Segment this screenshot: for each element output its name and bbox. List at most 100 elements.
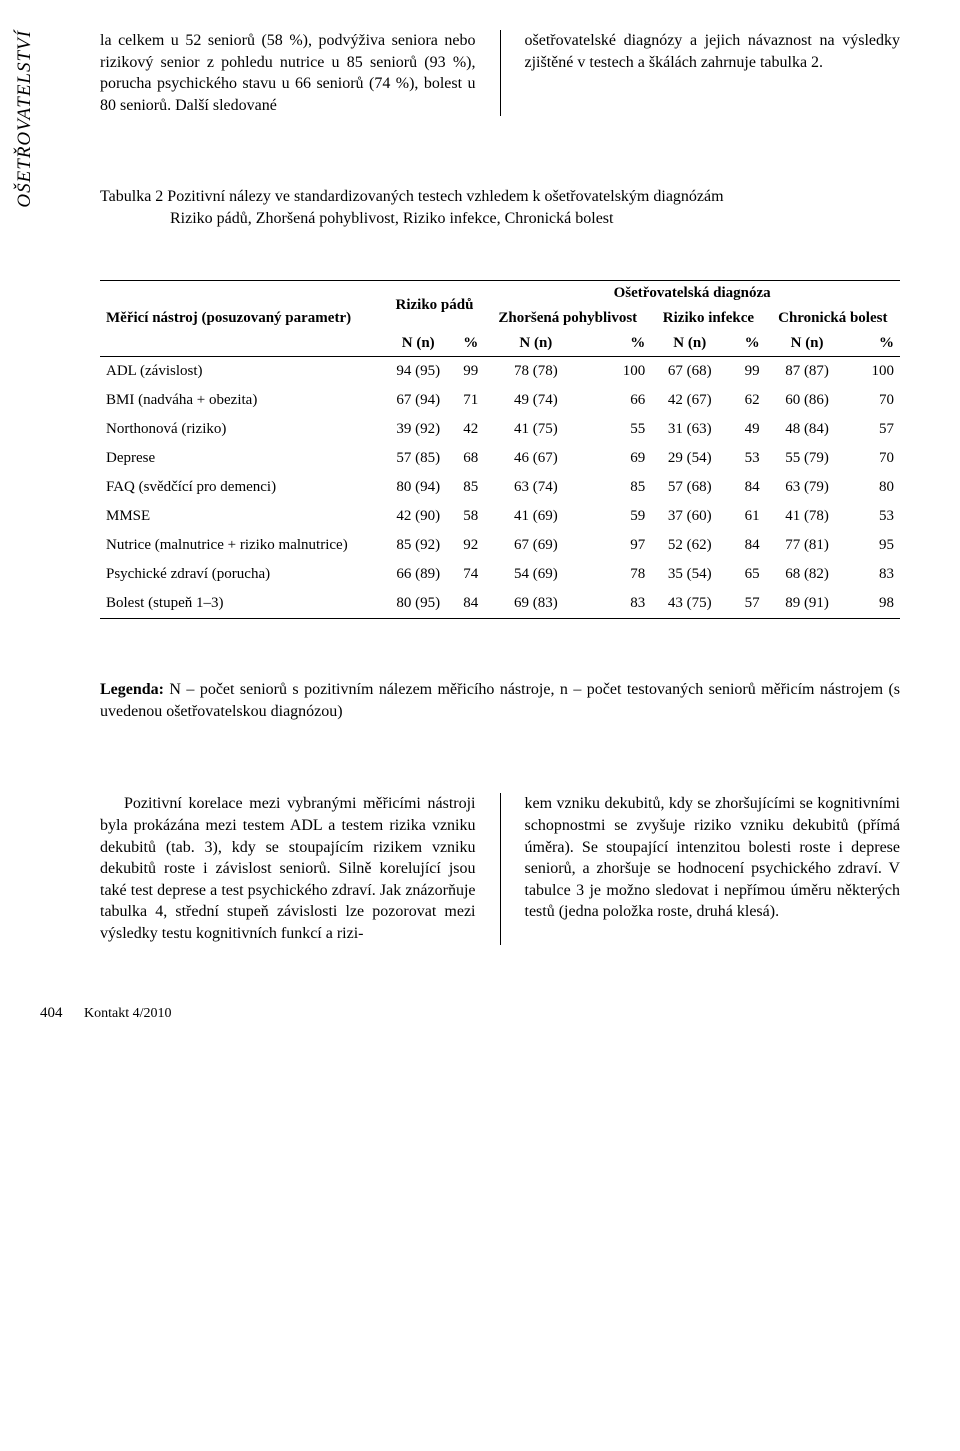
- cell: 70: [849, 444, 900, 473]
- row-label: Bolest (stupeň 1–3): [100, 589, 385, 619]
- cell: 61: [728, 502, 765, 531]
- cell: 58: [452, 502, 485, 531]
- cell: 67 (68): [651, 356, 728, 386]
- cell: 53: [728, 444, 765, 473]
- cell: 84: [452, 589, 485, 619]
- cell: 94 (95): [385, 356, 452, 386]
- cell: 89 (91): [766, 589, 849, 619]
- cell: 59: [587, 502, 651, 531]
- cell: 46 (67): [484, 444, 587, 473]
- cell: 83: [587, 589, 651, 619]
- col-header-instrument: Měřicí nástroj (posuzovaný parametr): [100, 280, 385, 356]
- cell: 87 (87): [766, 356, 849, 386]
- page-footer: 404 Kontakt 4/2010: [40, 1005, 900, 1022]
- top-paragraph-right: ošetřovatelské diagnózy a jejich návazno…: [525, 30, 901, 116]
- table-legend: Legenda: N – počet seniorů s pozitivním …: [100, 679, 900, 724]
- cell: 68 (82): [766, 560, 849, 589]
- cell: 92: [452, 531, 485, 560]
- cell: 99: [452, 356, 485, 386]
- cell: 69: [587, 444, 651, 473]
- table-row: BMI (nadváha + obezita)67 (94)7149 (74)6…: [100, 386, 900, 415]
- cell: 57 (85): [385, 444, 452, 473]
- cell: 85: [587, 473, 651, 502]
- cell: 49: [728, 415, 765, 444]
- cell: 41 (78): [766, 502, 849, 531]
- table-row: Psychické zdraví (porucha)66 (89)7454 (6…: [100, 560, 900, 589]
- top-paragraph-left: la celkem u 52 seniorů (58 %), podvýživa…: [100, 30, 476, 116]
- table-row: Nutrice (malnutrice + riziko malnutrice)…: [100, 531, 900, 560]
- row-label: Psychické zdraví (porucha): [100, 560, 385, 589]
- section-side-label: OŠETŘOVATELSTVÍ: [14, 30, 36, 208]
- bottom-paragraph-right: kem vzniku dekubitů, kdy se zhoršujícími…: [525, 793, 901, 944]
- data-table-wrap: Měřicí nástroj (posuzovaný parametr) Riz…: [100, 280, 900, 619]
- cell: 100: [849, 356, 900, 386]
- cell: 80 (95): [385, 589, 452, 619]
- cell: 60 (86): [766, 386, 849, 415]
- table-row: FAQ (svědčící pro demenci)80 (94)8563 (7…: [100, 473, 900, 502]
- cell: 54 (69): [484, 560, 587, 589]
- cell: 95: [849, 531, 900, 560]
- table-row: Northonová (riziko)39 (92)4241 (75)5531 …: [100, 415, 900, 444]
- col-header-group4: Chronická bolest: [766, 306, 900, 331]
- table-row: ADL (závislost)94 (95)9978 (78)10067 (68…: [100, 356, 900, 386]
- col-header-group2: Zhoršená pohyblivost: [484, 306, 651, 331]
- cell: 74: [452, 560, 485, 589]
- cell: 97: [587, 531, 651, 560]
- row-label: ADL (závislost): [100, 356, 385, 386]
- row-label: FAQ (svědčící pro demenci): [100, 473, 385, 502]
- unit-pct-2: %: [587, 331, 651, 357]
- cell: 80 (94): [385, 473, 452, 502]
- top-paragraph-columns: la celkem u 52 seniorů (58 %), podvýživa…: [100, 30, 900, 116]
- row-label: MMSE: [100, 502, 385, 531]
- row-label: Nutrice (malnutrice + riziko malnutrice): [100, 531, 385, 560]
- cell: 42 (67): [651, 386, 728, 415]
- cell: 70: [849, 386, 900, 415]
- cell: 77 (81): [766, 531, 849, 560]
- cell: 35 (54): [651, 560, 728, 589]
- cell: 63 (79): [766, 473, 849, 502]
- cell: 31 (63): [651, 415, 728, 444]
- cell: 78 (78): [484, 356, 587, 386]
- legend-bold: Legenda:: [100, 681, 164, 698]
- unit-pct-3: %: [728, 331, 765, 357]
- col-header-group3: Riziko infekce: [651, 306, 765, 331]
- cell: 85 (92): [385, 531, 452, 560]
- cell: 78: [587, 560, 651, 589]
- cell: 48 (84): [766, 415, 849, 444]
- table-row: Deprese57 (85)6846 (67)6929 (54)5355 (79…: [100, 444, 900, 473]
- row-label: Northonová (riziko): [100, 415, 385, 444]
- cell: 39 (92): [385, 415, 452, 444]
- cell: 57 (68): [651, 473, 728, 502]
- row-label: Deprese: [100, 444, 385, 473]
- unit-pct-4: %: [849, 331, 900, 357]
- unit-n-3: N (n): [651, 331, 728, 357]
- unit-n-1: N (n): [385, 331, 452, 357]
- cell: 63 (74): [484, 473, 587, 502]
- data-table: Měřicí nástroj (posuzovaný parametr) Riz…: [100, 280, 900, 619]
- cell: 42: [452, 415, 485, 444]
- table-row: MMSE42 (90)5841 (69)5937 (60)6141 (78)53: [100, 502, 900, 531]
- cell: 84: [728, 473, 765, 502]
- cell: 57: [849, 415, 900, 444]
- cell: 66 (89): [385, 560, 452, 589]
- unit-pct-1: %: [452, 331, 485, 357]
- unit-n-4: N (n): [766, 331, 849, 357]
- cell: 84: [728, 531, 765, 560]
- table-caption: Tabulka 2 Pozitivní nálezy ve standardiz…: [100, 186, 900, 229]
- cell: 55 (79): [766, 444, 849, 473]
- page-number: 404: [40, 1005, 63, 1021]
- cell: 55: [587, 415, 651, 444]
- col-header-top: Ošetřovatelská diagnóza: [484, 280, 900, 306]
- table-body: ADL (závislost)94 (95)9978 (78)10067 (68…: [100, 356, 900, 618]
- cell: 37 (60): [651, 502, 728, 531]
- cell: 41 (69): [484, 502, 587, 531]
- cell: 71: [452, 386, 485, 415]
- unit-n-2: N (n): [484, 331, 587, 357]
- cell: 67 (69): [484, 531, 587, 560]
- cell: 99: [728, 356, 765, 386]
- cell: 62: [728, 386, 765, 415]
- bottom-paragraph-columns: Pozitivní korelace mezi vybranými měřicí…: [100, 793, 900, 944]
- cell: 65: [728, 560, 765, 589]
- cell: 98: [849, 589, 900, 619]
- cell: 52 (62): [651, 531, 728, 560]
